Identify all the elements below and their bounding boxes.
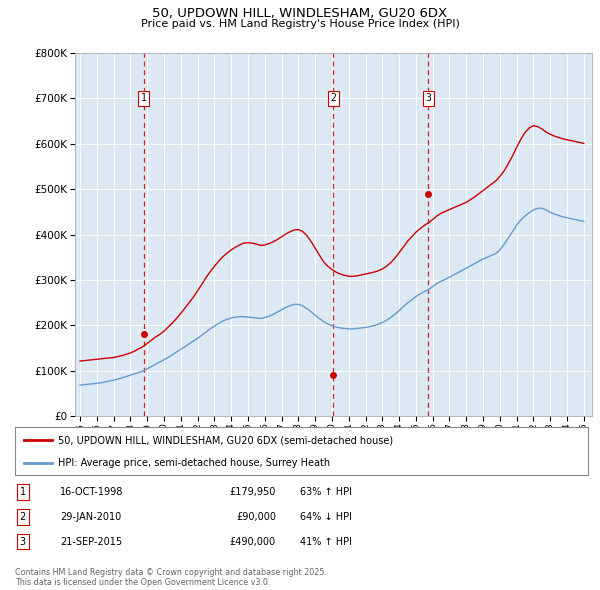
Text: 29-JAN-2010: 29-JAN-2010	[60, 512, 121, 522]
Text: £179,950: £179,950	[230, 487, 276, 497]
Text: 21-SEP-2015: 21-SEP-2015	[60, 537, 122, 546]
Text: £490,000: £490,000	[230, 537, 276, 546]
Text: Contains HM Land Registry data © Crown copyright and database right 2025.
This d: Contains HM Land Registry data © Crown c…	[15, 568, 327, 587]
Text: 1: 1	[20, 487, 26, 497]
Text: 16-OCT-1998: 16-OCT-1998	[60, 487, 124, 497]
Text: Price paid vs. HM Land Registry's House Price Index (HPI): Price paid vs. HM Land Registry's House …	[140, 19, 460, 30]
Text: 50, UPDOWN HILL, WINDLESHAM, GU20 6DX (semi-detached house): 50, UPDOWN HILL, WINDLESHAM, GU20 6DX (s…	[58, 435, 393, 445]
Text: 2: 2	[20, 512, 26, 522]
Text: 3: 3	[20, 537, 26, 546]
Text: 64% ↓ HPI: 64% ↓ HPI	[300, 512, 352, 522]
Text: 41% ↑ HPI: 41% ↑ HPI	[300, 537, 352, 546]
Text: 2: 2	[331, 93, 336, 103]
Text: 3: 3	[425, 93, 431, 103]
Text: 1: 1	[141, 93, 146, 103]
Text: 50, UPDOWN HILL, WINDLESHAM, GU20 6DX: 50, UPDOWN HILL, WINDLESHAM, GU20 6DX	[152, 7, 448, 20]
Text: 63% ↑ HPI: 63% ↑ HPI	[300, 487, 352, 497]
Text: HPI: Average price, semi-detached house, Surrey Heath: HPI: Average price, semi-detached house,…	[58, 458, 330, 468]
Text: £90,000: £90,000	[236, 512, 276, 522]
